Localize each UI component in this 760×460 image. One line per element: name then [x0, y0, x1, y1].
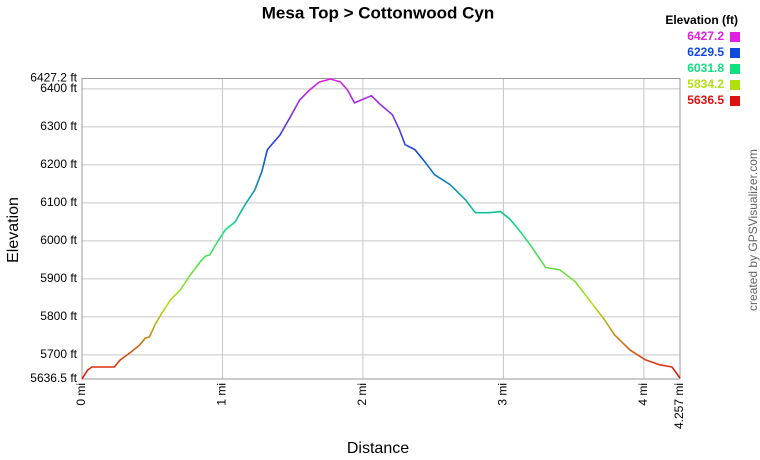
x-tick-label: 1 mi: [215, 383, 229, 406]
legend-label: 5636.5: [687, 93, 724, 107]
y-tick-label: 5700 ft: [40, 347, 77, 361]
legend-swatch: [730, 32, 740, 42]
legend-swatch: [730, 80, 740, 90]
legend-label: 6229.5: [687, 45, 724, 59]
legend-swatch: [730, 96, 740, 106]
x-tick-label: 2 mi: [355, 383, 369, 406]
y-tick-label: 6300 ft: [40, 119, 77, 133]
x-tick-label: 3 mi: [496, 383, 510, 406]
legend-label: 5834.2: [687, 77, 724, 91]
y-tick-label: 6400 ft: [40, 81, 77, 95]
legend-title: Elevation (ft): [665, 13, 738, 27]
y-tick-label: 5800 ft: [40, 309, 77, 323]
credit: created by GPSVisualizer.com: [746, 149, 760, 311]
legend-swatch: [730, 64, 740, 74]
y-tick-label: 6427.2 ft: [30, 71, 77, 85]
legend-label: 6031.8: [687, 61, 724, 75]
legend-label: 6427.2: [687, 29, 724, 43]
y-tick-label: 6100 ft: [40, 195, 77, 209]
y-tick-label: 6000 ft: [40, 233, 77, 247]
chart-title: Mesa Top > Cottonwood Cyn: [262, 3, 494, 22]
plot-border: [81, 78, 681, 380]
y-tick-label: 6200 ft: [40, 157, 77, 171]
x-tick-label: 4.257 mi: [672, 383, 686, 429]
y-tick-label: 5636.5 ft: [30, 371, 77, 385]
x-axis-label: Distance: [347, 440, 409, 457]
legend-swatch: [730, 48, 740, 58]
x-tick-label: 0 mi: [74, 383, 88, 406]
x-tick-label: 4 mi: [636, 383, 650, 406]
y-tick-label: 5900 ft: [40, 271, 77, 285]
elevation-line: [81, 78, 681, 380]
y-axis-label: Elevation: [5, 197, 22, 263]
